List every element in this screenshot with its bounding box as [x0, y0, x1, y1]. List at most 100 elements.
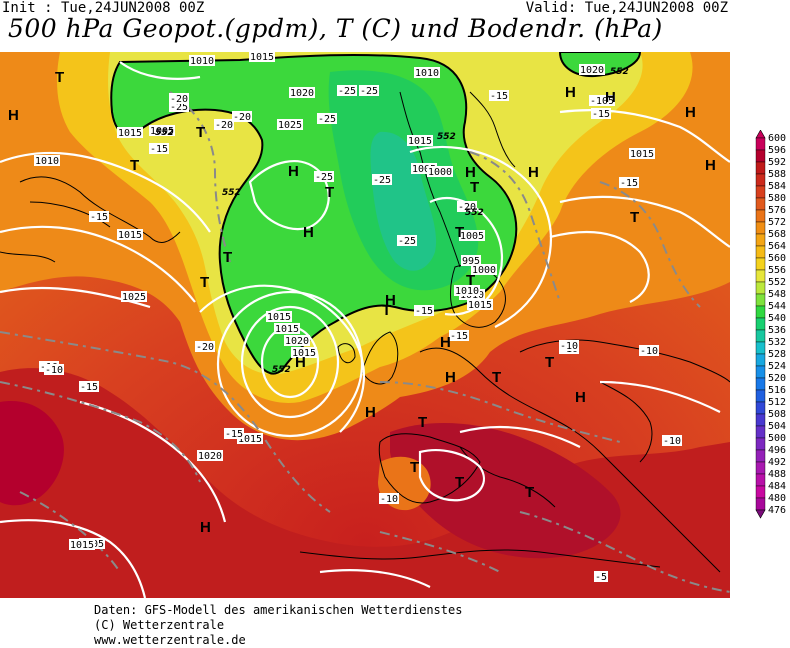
high-pressure-marker: H	[365, 404, 376, 421]
legend-level-label: 476	[768, 505, 786, 516]
isobar-label-bg	[461, 255, 481, 266]
isotherm-label-bg	[457, 201, 477, 212]
legend-level-label: 528	[768, 349, 786, 360]
low-pressure-marker: T	[455, 474, 464, 491]
data-credit: Daten: GFS-Modell des amerikanischen Wet…	[94, 603, 462, 648]
isobar-label: 1000	[472, 265, 496, 276]
isobar-label-bg	[411, 163, 437, 174]
legend-level-label: 536	[768, 325, 786, 336]
low-pressure-marker: T	[525, 484, 534, 501]
isobar-label-bg	[189, 55, 215, 66]
low-pressure-marker: T	[492, 369, 501, 386]
isotherm-label-bg	[232, 111, 252, 122]
legend-level-label: 568	[768, 229, 786, 240]
high-pressure-marker: H	[705, 157, 716, 174]
isotherm-label: -25	[360, 86, 378, 97]
legend-level-label: 572	[768, 217, 786, 228]
isotherm-label-bg	[379, 493, 399, 504]
isobar-label-bg	[284, 335, 310, 346]
isotherm-label-bg	[359, 85, 379, 96]
isobar-label: 1025	[278, 120, 302, 131]
isobar-label: 1015	[70, 540, 94, 551]
legend-swatch	[755, 413, 766, 427]
isotherm-label-bg	[559, 340, 579, 351]
isobar-label: 1005	[150, 126, 174, 137]
legend-swatch	[755, 449, 766, 463]
isotherm-label: -15	[592, 109, 610, 120]
legend-level-label: 504	[768, 421, 786, 432]
isotherm-label-bg	[619, 177, 639, 188]
legend-level-label: 516	[768, 385, 786, 396]
isotherm-label-bg	[224, 428, 244, 439]
isobar-label: 1015	[630, 149, 654, 160]
low-pressure-marker: T	[466, 272, 475, 289]
legend-level-label: 588	[768, 169, 786, 180]
legend-swatch	[755, 461, 766, 475]
isotherm-label-bg	[79, 381, 99, 392]
isobar-label-bg	[121, 291, 147, 302]
legend-level-label: 544	[768, 301, 786, 312]
legend-swatch	[755, 341, 766, 355]
isotherm-label: -10	[45, 365, 63, 376]
legend-swatch	[755, 233, 766, 247]
isotherm-label-bg	[149, 143, 169, 154]
isobar-label-bg	[407, 135, 433, 146]
isotherm-label: -5	[595, 572, 607, 583]
isotherm-label-bg	[372, 174, 392, 185]
isobar-label-bg	[237, 433, 263, 444]
footer-copyright: (C) Wetterzentrale	[94, 618, 225, 632]
isotherm-label-bg	[662, 435, 682, 446]
legend-swatch	[755, 389, 766, 403]
field-588	[0, 401, 64, 506]
legend-swatch	[755, 269, 766, 283]
isotherm-label: -15	[90, 212, 108, 223]
high-pressure-marker: H	[8, 107, 19, 124]
isobar-label-bg	[629, 148, 655, 159]
isotherm-label: -25	[318, 114, 336, 125]
isotherm-label-bg	[397, 235, 417, 246]
isobar-label: 1010	[415, 68, 439, 79]
legend-level-label: 600	[768, 133, 786, 144]
footer-url[interactable]: www.wetterzentrale.de	[94, 633, 246, 647]
isobar-label: 1015	[250, 52, 274, 63]
legend-level-label: 492	[768, 457, 786, 468]
high-pressure-marker: H	[200, 519, 211, 536]
isobar-label: 1005	[460, 231, 484, 242]
isobar-label-bg	[467, 299, 493, 310]
legend-level-label: 596	[768, 145, 786, 156]
legend-swatch	[755, 473, 766, 487]
isotherm-label-bg	[489, 90, 509, 101]
high-pressure-marker: H	[440, 334, 451, 351]
geopotential-label: 552	[610, 67, 629, 77]
legend-swatch	[755, 353, 766, 367]
legend-level-label: 580	[768, 193, 786, 204]
legend-swatch	[755, 317, 766, 331]
color-legend: 6005965925885845805765725685645605565525…	[755, 130, 786, 519]
legend-swatch	[755, 197, 766, 211]
isobar-label: 1015	[292, 348, 316, 359]
isotherm-label: -15	[150, 144, 168, 155]
isotherm-label-bg	[195, 341, 215, 352]
isotherm-label: -10	[590, 96, 608, 107]
isotherm-label: -25	[315, 172, 333, 183]
isobar-label-bg	[117, 127, 143, 138]
legend-level-label: 520	[768, 373, 786, 384]
legend-swatch	[755, 305, 766, 319]
isotherm-label: -10	[560, 341, 578, 352]
legend-swatch	[755, 161, 766, 175]
high-pressure-marker: H	[565, 84, 576, 101]
isobar-label: 1015	[118, 230, 142, 241]
isotherm-label: -10	[663, 436, 681, 447]
isotherm-label: -20	[233, 112, 251, 123]
isobar-label-bg	[277, 119, 303, 130]
legend-swatch	[755, 377, 766, 391]
map-title: 500 hPa Geopot.(gpdm), T (C) und Bodendr…	[8, 14, 663, 43]
isotherm-label-bg	[317, 113, 337, 124]
isotherm-label: -25	[338, 86, 356, 97]
legend-swatch	[755, 209, 766, 223]
low-pressure-marker: T	[200, 274, 209, 291]
high-pressure-marker: H	[303, 224, 314, 241]
isotherms	[0, 91, 730, 593]
low-pressure-marker: T	[196, 124, 205, 141]
isobar-label-bg	[291, 347, 317, 358]
